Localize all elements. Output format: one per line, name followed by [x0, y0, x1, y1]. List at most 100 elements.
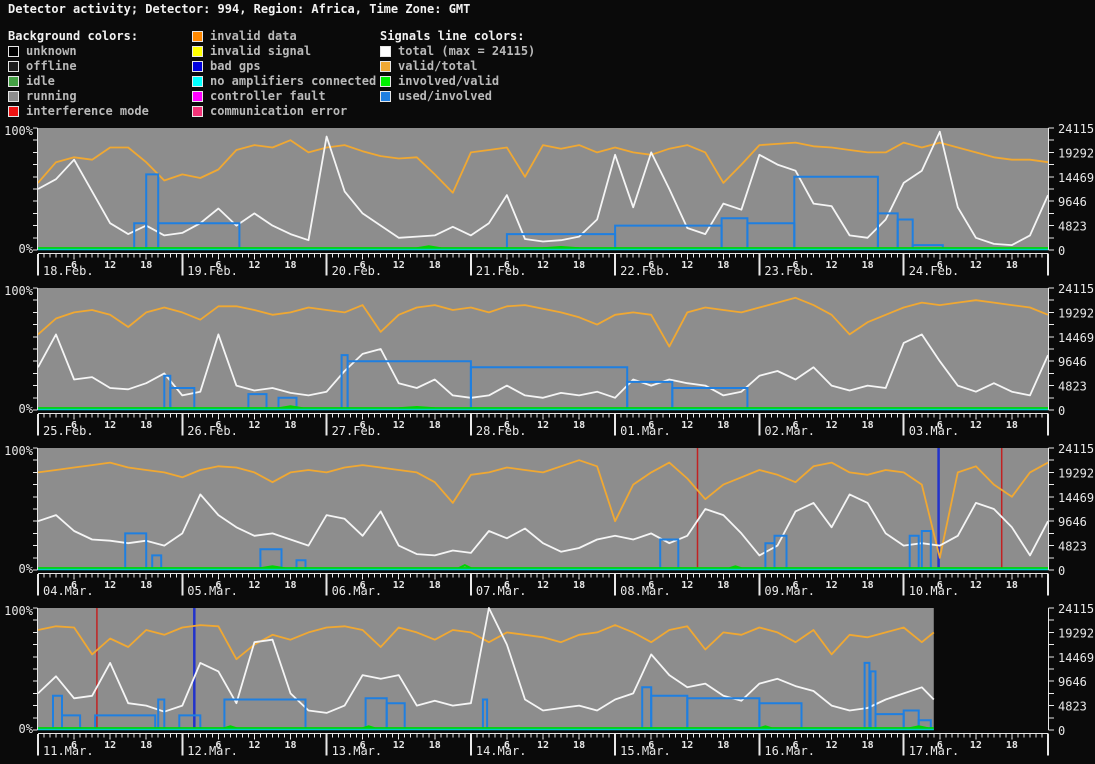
legend-item-label: involved/valid	[398, 74, 500, 88]
legend-item-invalid-signal: invalid signal	[192, 44, 376, 59]
date-label: 10.Mar.	[909, 584, 960, 598]
legend-background-colors: Background colors: unknown offline idle run…	[8, 29, 149, 119]
y-axis-left	[33, 447, 38, 571]
y-axis-right	[1048, 287, 1054, 411]
involved-valid-bump	[416, 245, 441, 250]
legend-item-used-involved: used/involved	[380, 89, 535, 104]
legend-item-swatch	[192, 31, 203, 42]
valid-total-line	[37, 139, 1049, 194]
legend-item-label: invalid signal	[210, 44, 312, 58]
used-involved-segment	[277, 396, 298, 409]
hour-tick-label: 18	[717, 260, 729, 271]
y-right-tick-label: 4823	[1058, 540, 1087, 554]
hour-tick-label: 12	[104, 580, 116, 591]
hour-tick-label: 18	[862, 260, 874, 271]
hour-tick-label: 6	[937, 740, 943, 751]
hour-tick-label: 12	[104, 740, 116, 751]
legend-item-label: valid/total	[398, 59, 478, 73]
hour-tick-label: 12	[537, 740, 549, 751]
hour-tick-label: 18	[429, 740, 441, 751]
used-involved-segment	[61, 714, 82, 729]
legend-item-label: running	[26, 89, 77, 103]
hour-tick-label: 18	[1006, 420, 1018, 431]
used-involved-segment	[385, 702, 406, 729]
used-involved-segment	[52, 694, 63, 729]
hour-tick-label: 6	[504, 420, 510, 431]
hour-tick-label: 12	[537, 260, 549, 271]
legend-item-involved-valid: involved/valid	[380, 74, 535, 89]
hour-tick-label: 12	[537, 420, 549, 431]
hour-tick-label: 18	[573, 260, 585, 271]
legend-item-label: bad gps	[210, 59, 261, 73]
used-involved-segment	[157, 698, 166, 729]
activity-chart-row-2: 100% 0% 24115 19292 14469 9646 4823 0 6 12 18 25.Fe…	[4, 282, 1094, 438]
hour-tick-label: 6	[937, 260, 943, 271]
plot-background-running	[38, 128, 1048, 250]
date-label: 04.Mar.	[43, 584, 94, 598]
hour-tick-label: 6	[71, 740, 77, 751]
y-axis-right	[1048, 447, 1054, 571]
hour-tick-label: 6	[648, 260, 654, 271]
hour-tick-label: 18	[140, 260, 152, 271]
date-label: 27.Feb.	[332, 424, 383, 438]
y-right-tick-label: 14469	[1058, 491, 1094, 505]
used-involved-segment	[94, 714, 157, 729]
hour-tick-label: 12	[537, 580, 549, 591]
valid-total-line	[37, 624, 935, 661]
hour-tick-label: 12	[681, 260, 693, 271]
hour-tick-label: 6	[360, 580, 366, 591]
y-right-tick-label: 14469	[1058, 171, 1094, 185]
used-involved-segment	[758, 702, 803, 729]
legend-item-unknown: unknown	[8, 44, 149, 59]
hour-tick-label: 18	[1006, 580, 1018, 591]
y-right-tick-label: 0	[1058, 564, 1065, 578]
date-label: 17.Mar.	[909, 744, 960, 758]
legend-item-label: total (max = 24115)	[398, 44, 536, 58]
legend-item-swatch	[8, 61, 19, 72]
total-line	[37, 333, 1049, 399]
date-label: 08.Mar.	[620, 584, 671, 598]
hour-tick-label: 18	[573, 580, 585, 591]
y-left-100-label: 100%	[4, 444, 34, 458]
hour-tick-label: 18	[717, 580, 729, 591]
hour-tick-label: 6	[504, 580, 510, 591]
used-involved-segment	[259, 548, 283, 569]
y-left-100-label: 100%	[4, 124, 34, 138]
hour-tick-label: 12	[393, 260, 405, 271]
legend-item-swatch	[192, 106, 203, 117]
hour-tick-label: 12	[826, 420, 838, 431]
y-right-tick-label: 4823	[1058, 220, 1087, 234]
hour-tick-label: 6	[937, 420, 943, 431]
hour-tick-label: 12	[681, 740, 693, 751]
y-right-tick-label: 24115	[1058, 122, 1094, 136]
activity-chart-row-3: 100% 0% 24115 19292 14469 9646 4823 0 6 12 18 04.Ma…	[4, 442, 1094, 598]
hour-tick-label: 12	[248, 580, 260, 591]
legend-signal-colors: Signals line colors: total (max = 24115)…	[380, 29, 535, 104]
hour-tick-label: 6	[504, 260, 510, 271]
total-line	[37, 607, 935, 714]
y-right-tick-label: 19292	[1058, 466, 1094, 480]
legend-item-swatch	[380, 46, 391, 57]
legend-background-event-colors: invalid data invalid signal bad gps no ampl…	[192, 29, 376, 119]
hour-tick-label: 6	[648, 580, 654, 591]
hour-tick-label: 18	[862, 580, 874, 591]
legend-item-label: no amplifiers connected	[210, 74, 377, 88]
hour-tick-label: 18	[862, 740, 874, 751]
legend-item-label: unknown	[26, 44, 77, 58]
used-involved-line	[124, 530, 932, 569]
hour-tick-label: 18	[284, 580, 296, 591]
involved-valid-bump	[398, 405, 435, 410]
hour-tick-label: 6	[71, 580, 77, 591]
y-right-tick-label: 19292	[1058, 306, 1094, 320]
involved-valid-bump	[729, 565, 742, 570]
legend-item-running: running	[8, 89, 149, 104]
hour-tick-label: 12	[681, 420, 693, 431]
date-label: 15.Mar.	[620, 744, 671, 758]
total-line	[37, 130, 1049, 246]
used-involved-segment	[178, 714, 202, 729]
hour-tick-label: 6	[360, 260, 366, 271]
valid-total-line	[37, 459, 1049, 559]
involved-valid-line	[38, 563, 1048, 570]
date-label: 22.Feb.	[620, 264, 671, 278]
